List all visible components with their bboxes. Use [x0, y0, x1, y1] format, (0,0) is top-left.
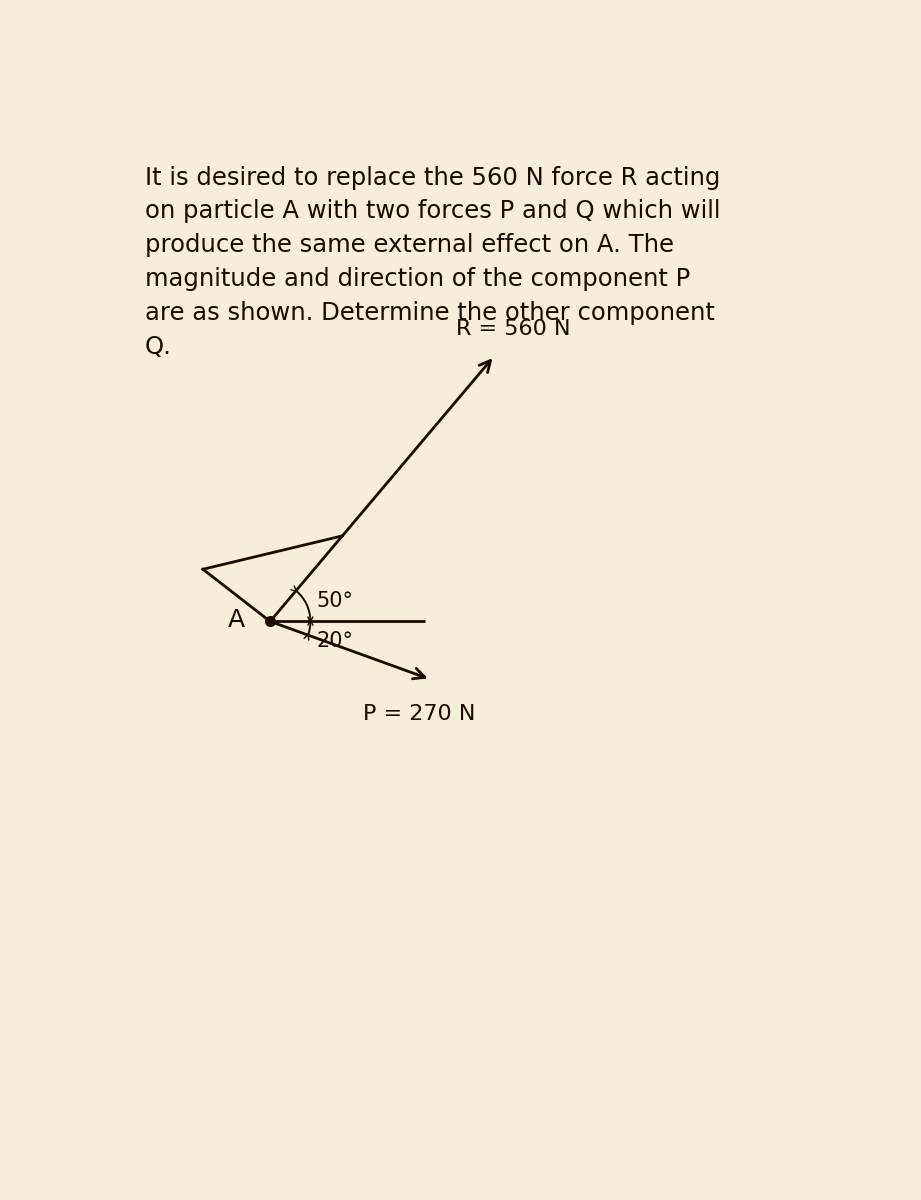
Text: R = 560 N: R = 560 N — [456, 319, 570, 340]
Text: 20°: 20° — [317, 631, 354, 652]
Text: on particle A with two forces P and Q which will: on particle A with two forces P and Q wh… — [145, 199, 720, 223]
Text: 50°: 50° — [317, 592, 354, 611]
Text: It is desired to replace the 560 N force R acting: It is desired to replace the 560 N force… — [145, 166, 720, 190]
Text: magnitude and direction of the component P: magnitude and direction of the component… — [145, 268, 690, 292]
Text: are as shown. Determine the other component: are as shown. Determine the other compon… — [145, 301, 715, 325]
Text: Q.: Q. — [145, 335, 171, 359]
Text: produce the same external effect on A. The: produce the same external effect on A. T… — [145, 233, 673, 257]
Text: A: A — [228, 608, 245, 632]
Text: P = 270 N: P = 270 N — [363, 704, 475, 724]
